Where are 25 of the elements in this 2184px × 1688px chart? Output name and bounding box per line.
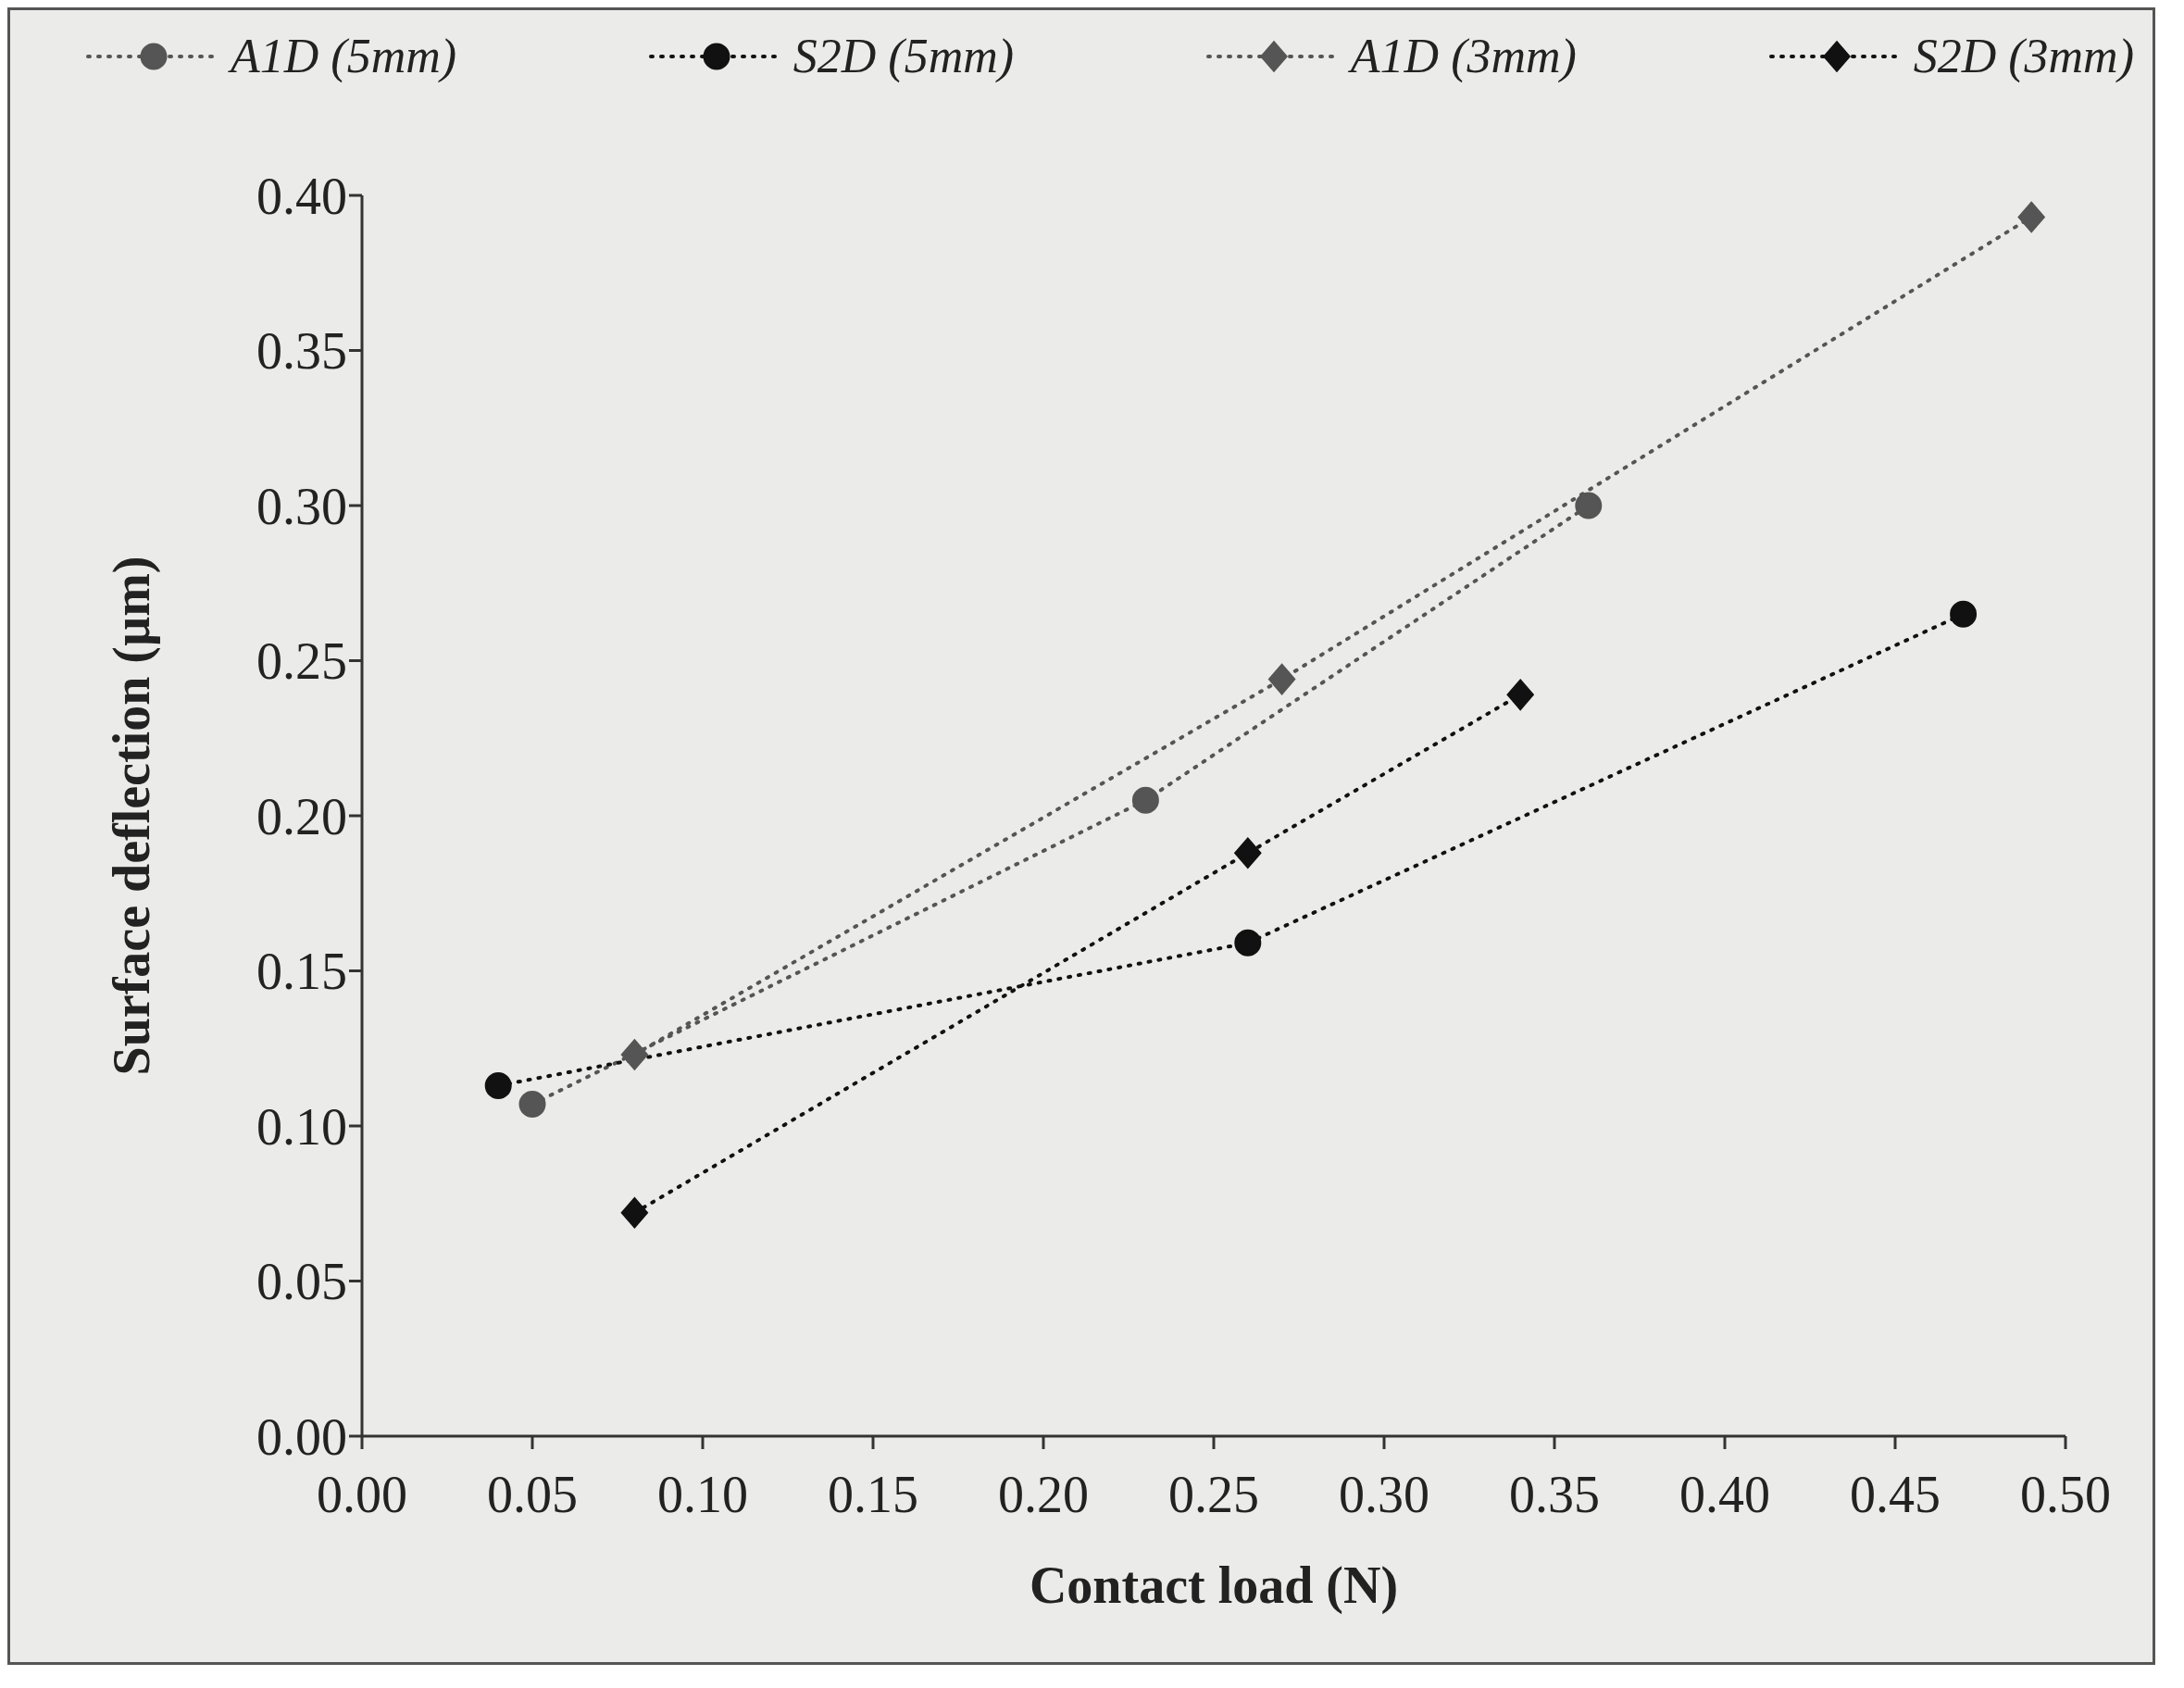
legend-label: S2D (3mm): [1913, 29, 2134, 83]
y-tick-label: 0.30: [256, 477, 347, 535]
x-tick-label: 0.30: [1339, 1465, 1429, 1523]
y-axis-title: Surface deflection (µm): [102, 556, 161, 1076]
y-tick-label: 0.05: [256, 1253, 347, 1311]
y-tick-label: 0.10: [256, 1097, 347, 1156]
x-tick-label: 0.40: [1679, 1465, 1770, 1523]
x-tick-label: 0.20: [998, 1465, 1089, 1523]
x-tick-label: 0.45: [1850, 1465, 1941, 1523]
x-tick-label: 0.15: [828, 1465, 918, 1523]
y-tick-label: 0.25: [256, 632, 347, 691]
y-tick-label: 0.35: [256, 322, 347, 381]
y-tick-label: 0.20: [256, 787, 347, 845]
x-tick-label: 0.10: [657, 1465, 748, 1523]
x-tick-label: 0.35: [1509, 1465, 1600, 1523]
x-axis-title: Contact load (N): [1029, 1557, 1399, 1615]
y-tick-label: 0.15: [256, 943, 347, 1001]
y-tick-label: 0.40: [256, 167, 347, 225]
x-tick-label: 0.00: [317, 1465, 407, 1523]
x-tick-label: 0.25: [1168, 1465, 1259, 1523]
x-tick-label: 0.50: [2020, 1465, 2111, 1523]
legend-label: A1D (3mm): [1350, 29, 1577, 83]
x-tick-label: 0.05: [487, 1465, 578, 1523]
legend-label: S2D (5mm): [792, 29, 1015, 83]
y-tick-label: 0.00: [256, 1407, 347, 1466]
